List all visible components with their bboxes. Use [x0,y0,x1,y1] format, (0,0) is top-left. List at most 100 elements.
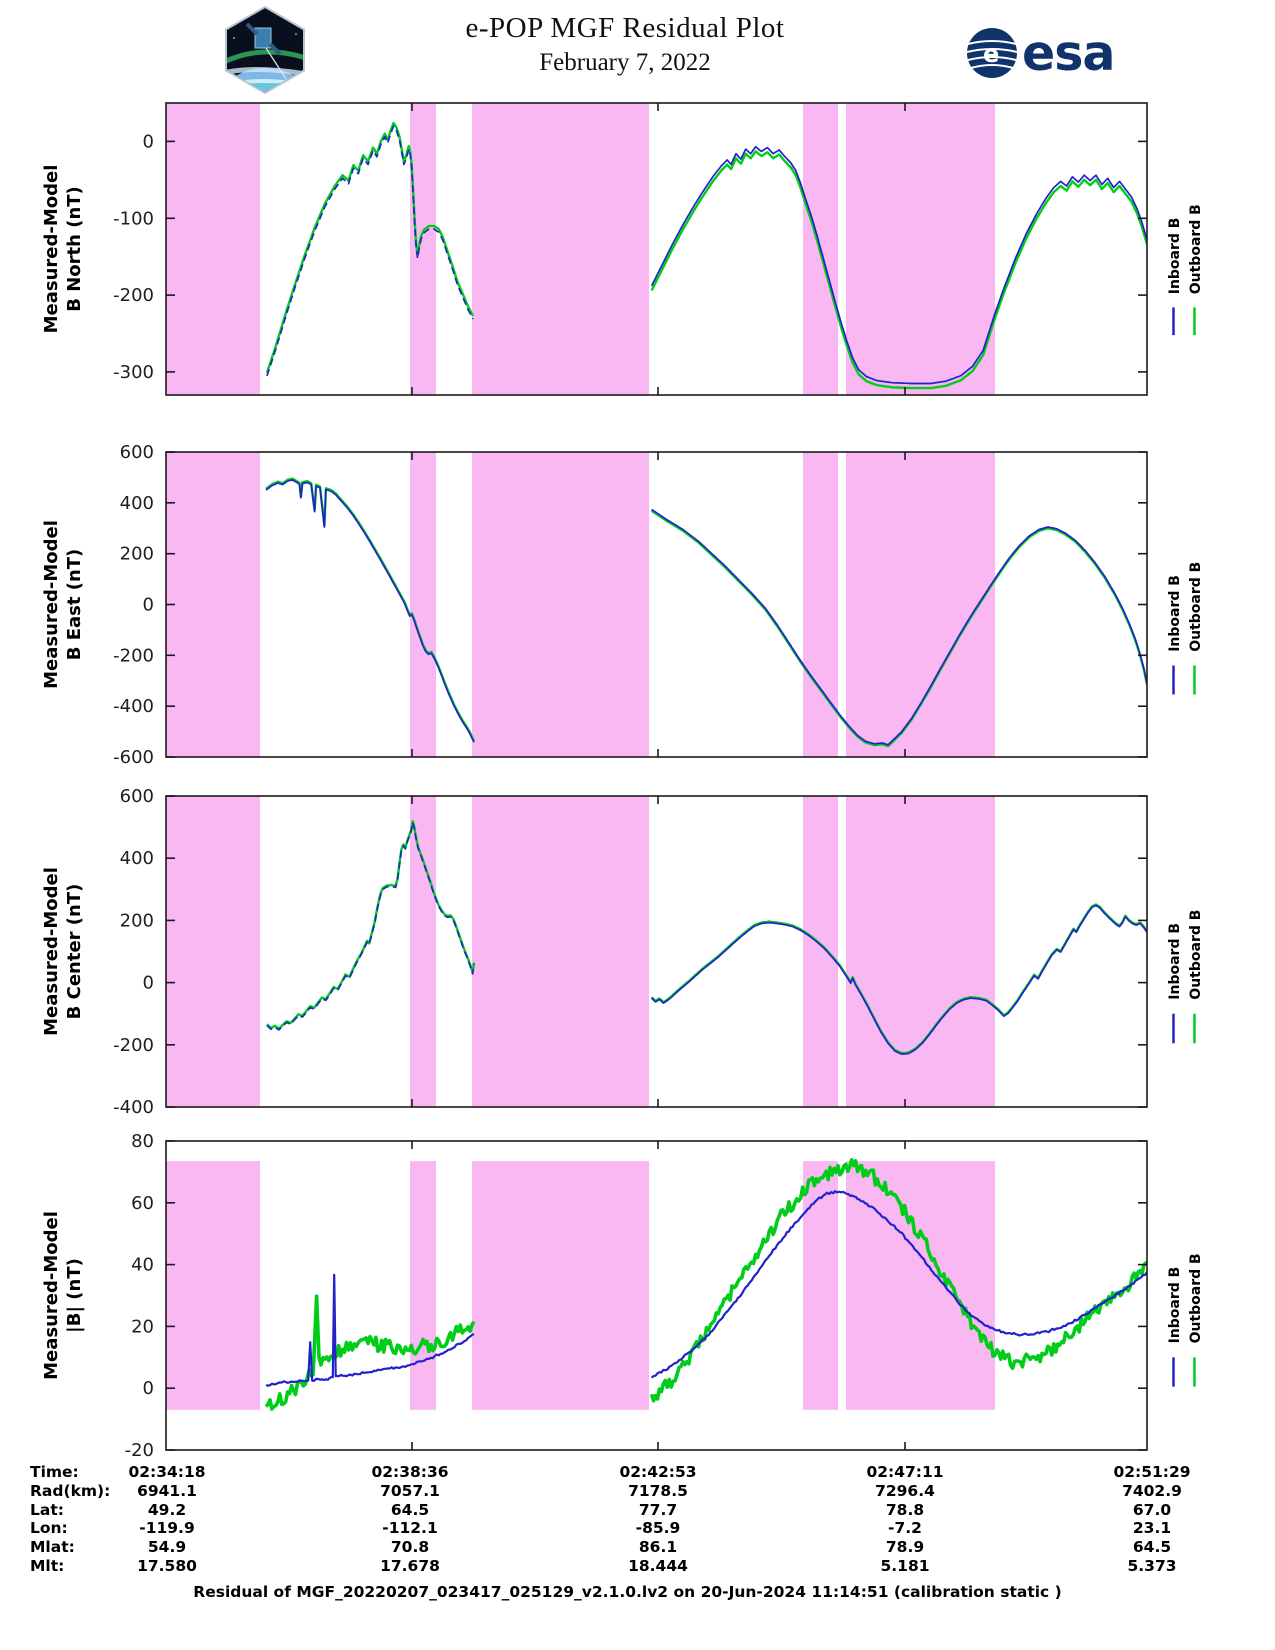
y-axis-title-line: B Center (nT) [64,884,85,1020]
shaded-exclusion-band [166,103,260,395]
table-cell: -7.2 [888,1519,922,1538]
legend-inboard-label: Inboard B [1167,1267,1183,1344]
shaded-exclusion-band [166,1161,260,1410]
y-tick-label: -200 [113,1035,154,1056]
y-tick-label: -100 [113,208,154,229]
y-axis-title-line: |B| (nT) [64,1258,85,1333]
table-cell: 17.678 [380,1557,440,1575]
table-cell: 02:51:29 [1113,1463,1191,1481]
y-tick-label: 0 [143,595,154,616]
y-tick-label: 400 [120,493,154,514]
table-cell: 54.9 [147,1538,187,1557]
table-row: Rad(km): 6941.1 7057.1 7178.5 7296.4 7402.9 [0,1482,1275,1501]
y-tick-label: -200 [113,285,154,306]
y-axis-title-line: Measured-Model [41,165,62,334]
page-date: February 7, 2022 [539,49,711,76]
table-cell: 7057.1 [380,1481,440,1500]
table-cell: 5.373 [1127,1557,1177,1575]
table-row-label: Lon: [30,1519,68,1538]
y-tick-label: 600 [120,442,154,463]
footer-filename-line: Residual of MGF_20220207_023417_025129_v… [193,1583,1062,1601]
table-cell: 7402.9 [1122,1481,1182,1500]
table-cell: -119.9 [139,1519,195,1538]
shaded-exclusion-band [472,452,650,757]
table-cell: 02:38:36 [371,1463,449,1481]
legend-outboard-label: Outboard B [1188,204,1204,294]
inboard-b-curve [650,145,1147,385]
table-cell: 77.7 [638,1500,678,1519]
inboard-b-curve [265,1273,475,1387]
y-tick-label: 60 [131,1193,154,1214]
y-axis-title-line: B North (nT) [64,186,85,312]
panel-b-north: 0 -100 -200 -300 Measured-Model B North (nT) I… [41,102,1204,396]
panel-b-center: 600 400 200 0 -200 -400 Measured-Model B Center… [41,786,1204,1118]
inboard-b-curve [651,508,1147,746]
shaded-exclusion-band [803,452,838,757]
y-axis-title-line: Measured-Model [41,867,62,1036]
y-tick-label: 0 [143,973,154,994]
shaded-exclusion-band [846,1161,995,1410]
y-tick-label: 0 [143,1378,154,1399]
table-cell: 70.8 [390,1538,430,1557]
legend-inboard-label: Inboard B [1167,575,1183,652]
y-tick-label: -20 [125,1440,154,1461]
legend-inboard-label: Inboard B [1167,923,1183,1000]
shaded-exclusion-band [803,1161,838,1410]
panel-border [165,102,1148,396]
shaded-exclusion-band [846,796,995,1107]
y-tick-label: 200 [120,544,154,565]
y-tick-label: 20 [131,1316,154,1337]
table-row: Lat: 49.2 64.5 77.7 78.8 67.0 [0,1501,1275,1520]
table-row-label: Mlt: [30,1557,65,1575]
y-tick-label: -200 [113,645,154,666]
table-cell: 86.1 [638,1538,678,1557]
table-cell: 02:34:18 [128,1463,206,1481]
y-tick-label: 40 [131,1255,154,1276]
table-cell: 7296.4 [875,1481,935,1500]
header-logos-canvas: CASSIOPE e esa [225,5,1115,95]
y-tick-label: -400 [113,696,154,717]
table-cell: 64.5 [1132,1538,1172,1557]
y-tick-label: 0 [143,131,154,152]
table-cell: -85.9 [635,1519,681,1538]
esa-logo: e esa [966,25,1115,82]
shaded-exclusion-band [410,103,436,395]
shaded-exclusion-band [846,452,995,757]
legend-outboard-label: Outboard B [1188,1253,1204,1343]
table-row: Time: 02:34:18 02:38:36 02:42:53 02:47:11 02:… [0,1463,1275,1482]
table-cell: 67.0 [1132,1500,1172,1519]
table-cell: 02:42:53 [619,1463,697,1481]
shaded-exclusion-band [410,452,436,757]
y-tick-label: 200 [120,910,154,931]
table-cell: 5.181 [880,1557,930,1575]
panel-b-east: 600 400 200 0 -200 -400 -600 Measured-Model B Ea… [41,442,1204,768]
y-axis-title-line: Measured-Model [41,520,62,689]
table-cell: 49.2 [147,1500,187,1519]
outboard-b-curve [266,820,476,1030]
shaded-exclusion-band [166,452,260,757]
esa-globe-e: e [983,40,999,68]
shaded-exclusion-band [472,103,650,395]
y-axis-title-line: Measured-Model [41,1211,62,1380]
outboard-b-curve [650,150,1147,390]
legend-outboard-label: Outboard B [1188,910,1204,1000]
legend-inboard-label: Inboard B [1167,218,1183,295]
table-cell: 02:47:11 [866,1463,944,1481]
table-row: Mlt: 17.580 17.678 18.444 5.181 5.373 [0,1557,1275,1576]
inboard-b-curve [651,904,1147,1055]
table-cell: 78.8 [885,1500,925,1519]
table-cell: 78.9 [885,1538,925,1557]
table-cell: 6941.1 [137,1481,197,1500]
outboard-b-curve [650,509,1147,748]
table-cell: -112.1 [382,1519,438,1538]
panel-border [165,795,1148,1108]
shaded-exclusion-band [472,1161,650,1410]
y-tick-label: 80 [131,1131,154,1152]
inboard-b-curve [266,821,475,1031]
outboard-b-curve [265,121,475,374]
inboard-b-curve [265,479,475,743]
shaded-exclusion-band [472,796,650,1107]
y-tick-label: 600 [120,786,154,807]
inboard-b-curve [650,1189,1147,1379]
